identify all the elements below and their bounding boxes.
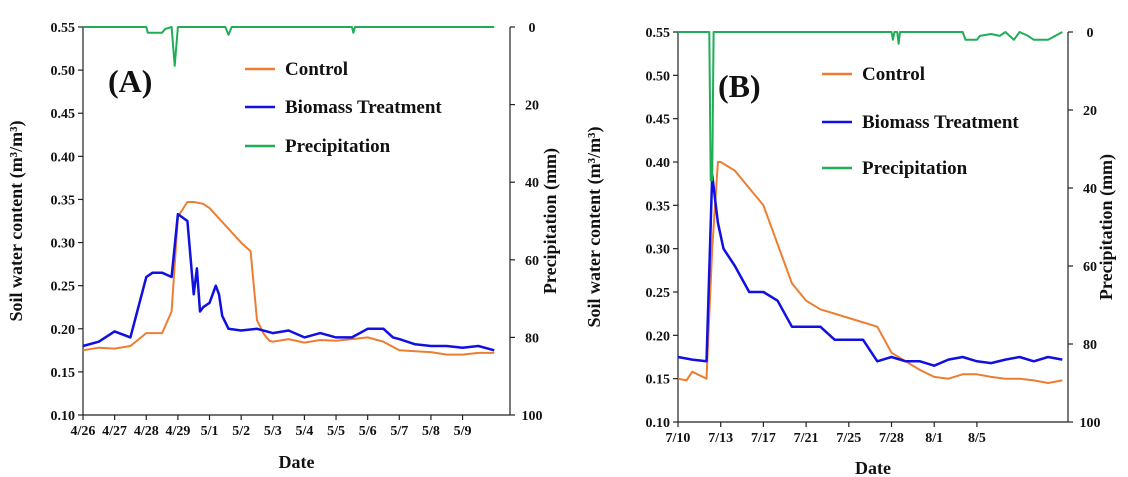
- y-tick-label: 0.55: [646, 26, 671, 41]
- chart-panel-b: 0.10 0.15 0.20 0.25 0.30 0.35 0.40 0.45 0.50 0.55…: [584, 26, 1117, 477]
- y-tick-label: 0.35: [51, 193, 76, 208]
- x-tick-label: 7/21: [794, 431, 819, 446]
- y-tick-label: 0.40: [646, 156, 671, 171]
- y-tick-label: 0.20: [51, 323, 76, 338]
- y-tick-label: 0.45: [646, 113, 671, 128]
- y-tick-label: 0.55: [51, 21, 76, 36]
- y-tick-label: 0.20: [646, 329, 671, 344]
- y-axis-title: Soil water content (m³/m³): [584, 127, 605, 328]
- y2-tick-label: 80: [1083, 338, 1097, 353]
- chart-panel-a: 0.10 0.15 0.20 0.25 0.30 0.35 0.40 0.45 0.50 0.55…: [6, 21, 561, 472]
- legend: Control Biomass Treatment Precipitation: [822, 64, 1019, 179]
- panel-label: (B): [718, 68, 761, 104]
- x-tick-label: 5/3: [264, 424, 282, 439]
- x-tick-label: 4/28: [134, 424, 159, 439]
- y-tick-label: 0.50: [646, 69, 671, 84]
- legend-label: Control: [285, 59, 348, 80]
- x-tick-label: 4/29: [165, 424, 190, 439]
- x-axis-title: Date: [279, 452, 315, 472]
- y-tick-label: 0.30: [51, 237, 76, 252]
- legend: Control Biomass Treatment Precipitation: [245, 59, 442, 157]
- legend-label: Biomass Treatment: [285, 97, 442, 118]
- series-line-biomass-treatment: [677, 173, 1063, 367]
- y2-axis-title: Precipitation (mm): [540, 148, 561, 294]
- y2-tick-label: 20: [525, 99, 539, 114]
- y2-tick-label: 60: [1083, 260, 1097, 275]
- x-tick-label: 7/13: [708, 431, 733, 446]
- x-tick-label: 7/25: [836, 431, 861, 446]
- y2-axis-title: Precipitation (mm): [1096, 154, 1117, 300]
- y-tick-label: 0.40: [51, 150, 76, 165]
- y-tick-label: 0.15: [51, 366, 76, 381]
- legend-label: Precipitation: [862, 158, 968, 179]
- x-tick-label: 5/8: [422, 424, 440, 439]
- y-tick-label: 0.25: [51, 280, 76, 295]
- x-tick-label: 4/27: [102, 424, 127, 439]
- series-line-precipitation: [83, 26, 495, 67]
- x-tick-label: 4/26: [71, 424, 96, 439]
- y-tick-label: 0.10: [51, 409, 76, 424]
- x-axis-title: Date: [855, 458, 891, 477]
- series-line-control: [82, 201, 495, 356]
- y2-tick-label: 0: [529, 21, 536, 36]
- y2-tick-label: 20: [1083, 104, 1097, 119]
- legend-label: Precipitation: [285, 136, 391, 157]
- x-tick-label: 5/2: [232, 424, 250, 439]
- y-tick-label: 0.10: [646, 416, 671, 431]
- x-tick-label: 7/10: [666, 431, 691, 446]
- y2-tick-label: 0: [1087, 26, 1094, 41]
- x-tick-label: 8/5: [968, 431, 986, 446]
- y-tick-label: 0.45: [51, 107, 76, 122]
- y-tick-label: 0.15: [646, 373, 671, 388]
- x-tick-label: 5/1: [201, 424, 219, 439]
- legend-label: Biomass Treatment: [862, 112, 1019, 133]
- y2-tick-label: 100: [1080, 416, 1101, 431]
- x-tick-label: 5/6: [359, 424, 377, 439]
- y-tick-label: 0.30: [646, 243, 671, 258]
- x-tick-label: 7/17: [751, 431, 776, 446]
- panel-label: (A): [108, 63, 152, 99]
- series-line-precipitation: [678, 31, 1063, 182]
- y2-tick-label: 80: [525, 331, 539, 346]
- y-axis-title: Soil water content (m³/m³): [6, 121, 27, 322]
- y-tick-label: 0.50: [51, 64, 76, 79]
- x-tick-label: 5/9: [454, 424, 472, 439]
- y2-tick-label: 40: [525, 176, 539, 191]
- series-line-control: [677, 161, 1063, 384]
- x-tick-label: 5/7: [390, 424, 408, 439]
- y-tick-label: 0.25: [646, 286, 671, 301]
- x-tick-label: 5/4: [295, 424, 313, 439]
- y2-tick-label: 60: [525, 254, 539, 269]
- y2-tick-label: 100: [522, 409, 543, 424]
- y-tick-label: 0.35: [646, 199, 671, 214]
- x-tick-label: 8/1: [925, 431, 943, 446]
- series-line-biomass-treatment: [82, 212, 495, 352]
- legend-label: Control: [862, 64, 925, 85]
- x-tick-label: 7/28: [879, 431, 904, 446]
- y2-tick-label: 40: [1083, 182, 1097, 197]
- x-tick-label: 5/5: [327, 424, 345, 439]
